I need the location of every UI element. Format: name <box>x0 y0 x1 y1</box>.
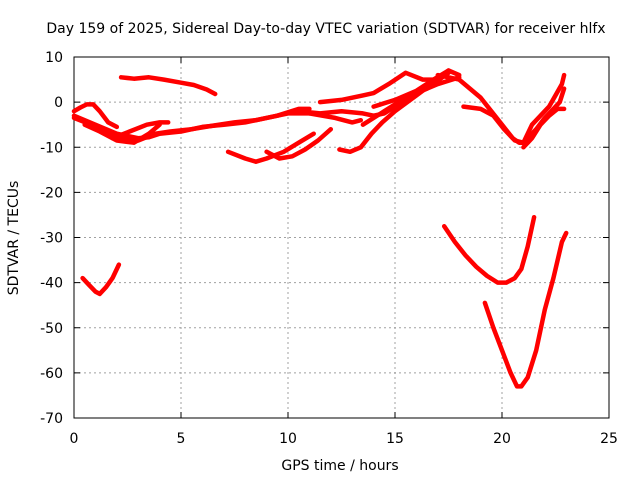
series-line-8 <box>225 131 316 164</box>
y-tick-label: -10 <box>40 140 63 156</box>
y-tick-label: -20 <box>40 185 63 201</box>
series-line-17 <box>461 104 526 145</box>
gridlines <box>74 57 609 418</box>
series-line-22 <box>482 230 569 389</box>
y-tick-label: -30 <box>40 231 63 247</box>
x-tick-label: 15 <box>386 431 404 447</box>
series-line-21 <box>441 214 537 285</box>
y-tick-label: -70 <box>40 411 63 427</box>
y-axis-label: SDTVAR / TECUs <box>6 181 22 296</box>
x-tick-label: 25 <box>600 431 618 447</box>
y-tick-label: -60 <box>40 366 63 382</box>
chart-title: Day 159 of 2025, Sidereal Day-to-day VTE… <box>46 21 605 37</box>
series-line-12 <box>317 70 441 105</box>
series-line-9 <box>264 126 334 161</box>
x-axis-label: GPS time / hours <box>281 458 398 474</box>
series-line-3 <box>71 102 120 130</box>
y-tick-label: -40 <box>40 276 63 292</box>
series-line-7 <box>110 120 171 141</box>
x-tick-label: 5 <box>177 431 186 447</box>
series-line-5 <box>71 106 312 143</box>
series-line-6 <box>82 122 162 145</box>
series-line-2 <box>118 75 218 97</box>
axis-ticks: 0 5 10 15 20 25 -70 -60 -50 -40 -30 -20 -10 0 10 <box>40 50 618 447</box>
x-tick-label: 10 <box>279 431 297 447</box>
series-group <box>71 68 569 389</box>
y-tick-label: 0 <box>54 95 63 111</box>
y-tick-label: -50 <box>40 321 63 337</box>
series-line-1 <box>80 262 122 297</box>
y-tick-label: 10 <box>45 50 63 66</box>
series-line-15 <box>371 68 462 109</box>
series-line-19 <box>521 72 567 145</box>
x-tick-label: 20 <box>493 431 511 447</box>
x-tick-label: 0 <box>70 431 79 447</box>
series-line-20 <box>525 86 567 141</box>
